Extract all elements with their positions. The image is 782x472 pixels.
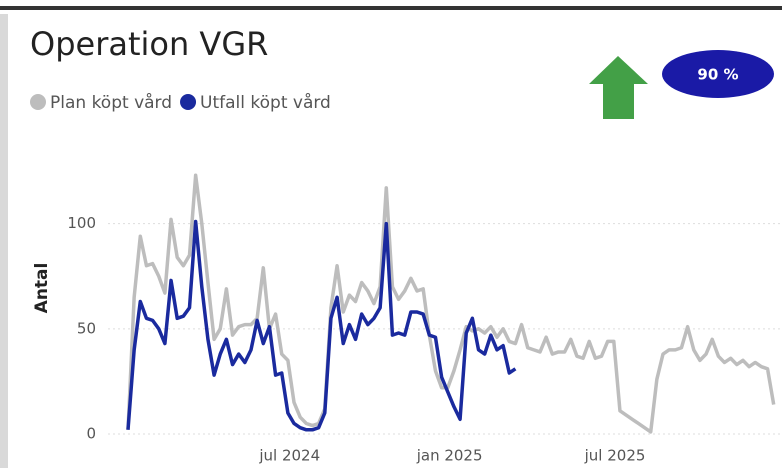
y-tick-label: 100 [67,214,96,232]
x-tick-label: jul 2024 [258,447,320,465]
series-line [126,219,517,432]
legend-label: Utfall köpt vård [200,92,331,113]
chart-title: Operation VGR [30,25,268,63]
series-line [126,173,776,434]
x-tick-label: jul 2025 [584,447,646,465]
top-border [0,6,782,10]
kpi-badge [662,50,774,98]
trend-arrow [589,56,648,119]
y-tick-label: 0 [86,425,96,443]
y-axis-label: Antal [32,263,52,314]
legend-marker [180,94,197,110]
y-tick-label: 50 [77,319,96,337]
legend-label: Plan köpt vård [50,92,172,113]
x-tick-label: jan 2025 [416,447,483,465]
legend-marker [30,94,46,110]
kpi-value: 90 % [697,66,738,84]
left-border [0,14,8,468]
